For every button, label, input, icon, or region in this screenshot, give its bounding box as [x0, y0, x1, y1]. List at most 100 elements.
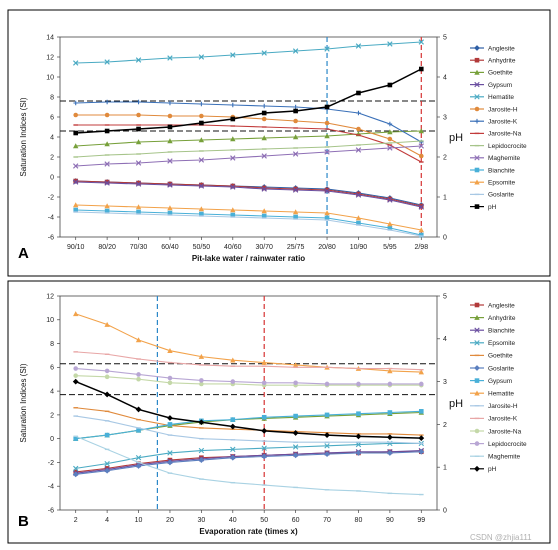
series-gypsum	[73, 179, 424, 210]
data-point	[261, 135, 267, 141]
data-point	[292, 151, 299, 157]
data-point	[230, 116, 236, 122]
legend-label: Jarosite-Na	[488, 428, 522, 435]
legend-marker	[474, 378, 480, 383]
data-point	[261, 445, 267, 451]
legend-label: pH	[488, 466, 497, 473]
data-point	[167, 158, 173, 164]
legend-label: pH	[488, 204, 497, 211]
data-point	[261, 427, 268, 434]
data-point	[167, 459, 173, 466]
data-point	[386, 450, 393, 456]
data-point	[292, 362, 299, 368]
data-point	[73, 60, 79, 66]
series-bianchite	[73, 207, 424, 238]
data-point	[387, 225, 393, 231]
legend-marker	[474, 179, 480, 185]
x-tick-label: 99	[417, 517, 425, 524]
data-point	[324, 149, 330, 155]
legend-label: Anhydrite	[488, 315, 516, 322]
series-line	[75, 209, 422, 236]
x-tick-label: 2/98	[414, 244, 428, 251]
data-point	[136, 209, 141, 215]
data-point	[135, 160, 142, 166]
data-point	[230, 155, 236, 161]
legend-label: Hematite	[488, 391, 514, 398]
data-point	[355, 450, 362, 456]
data-point	[73, 100, 79, 106]
data-point	[324, 432, 330, 438]
data-point	[418, 203, 424, 209]
data-point	[418, 227, 424, 233]
x-tick-label: 10	[135, 517, 143, 524]
series-line	[75, 375, 422, 386]
legend-marker	[474, 441, 480, 446]
legend-label: Jarosite-H	[488, 403, 518, 410]
y2-axis-title: pH	[449, 132, 463, 144]
data-point	[136, 112, 141, 118]
data-point	[324, 451, 330, 458]
y-tick-label: 8	[50, 341, 54, 348]
data-point	[73, 163, 79, 169]
data-point	[198, 447, 205, 454]
legend-label: Goethite	[488, 353, 513, 360]
data-point	[72, 378, 79, 385]
series-line	[75, 181, 422, 208]
data-point	[355, 433, 362, 440]
legend-marker	[474, 428, 480, 434]
legend-marker	[474, 94, 480, 100]
data-point	[261, 110, 267, 116]
data-point	[135, 463, 142, 469]
data-point	[104, 432, 110, 438]
data-point	[104, 112, 110, 118]
y2-tick-label: 3	[443, 114, 447, 121]
x-tick-label: 50	[260, 517, 268, 524]
series-line	[75, 114, 422, 157]
y-tick-label: 2	[50, 154, 54, 161]
legend-label: Anglesite	[488, 45, 515, 52]
series-line	[75, 130, 422, 147]
y-tick-label: 10	[46, 74, 54, 81]
data-point	[324, 412, 330, 418]
y-tick-label: 12	[46, 54, 54, 61]
legend: Anglesite Anhydrite Goethite Gypsum Hematite…	[470, 45, 527, 211]
legend-marker	[474, 167, 480, 173]
data-point	[229, 423, 236, 430]
data-point	[387, 41, 393, 47]
data-point	[387, 196, 393, 202]
data-point	[324, 120, 330, 126]
data-point	[198, 157, 205, 163]
data-point	[167, 55, 173, 61]
y-axis-title: Saturation Indices (SI)	[19, 97, 28, 176]
data-point	[73, 366, 79, 371]
data-point	[230, 184, 236, 190]
x-tick-label: 30	[197, 517, 205, 524]
data-point	[356, 381, 361, 387]
data-point	[418, 448, 425, 455]
legend-label: Gypsum	[488, 82, 512, 89]
data-point	[418, 381, 424, 387]
data-point	[387, 197, 393, 203]
y2-tick-label: 2	[443, 154, 447, 161]
data-point	[356, 90, 361, 96]
legend-marker	[474, 327, 480, 333]
data-point	[167, 375, 173, 381]
data-point	[387, 410, 393, 415]
data-point	[261, 185, 267, 191]
data-point	[73, 143, 79, 149]
legend-label: Jarosite-K	[488, 119, 518, 126]
data-point	[198, 419, 205, 426]
y-tick-label: 12	[46, 293, 54, 300]
data-point	[199, 211, 204, 217]
data-point	[73, 207, 79, 213]
series-jarosite-k	[73, 351, 424, 371]
series-maghemite	[73, 143, 424, 169]
data-point	[167, 205, 173, 211]
data-point	[261, 208, 267, 214]
data-point	[418, 143, 424, 149]
data-point	[199, 182, 204, 188]
legend-marker	[474, 314, 480, 320]
data-point	[167, 380, 173, 386]
y2-tick-label: 4	[443, 336, 447, 343]
